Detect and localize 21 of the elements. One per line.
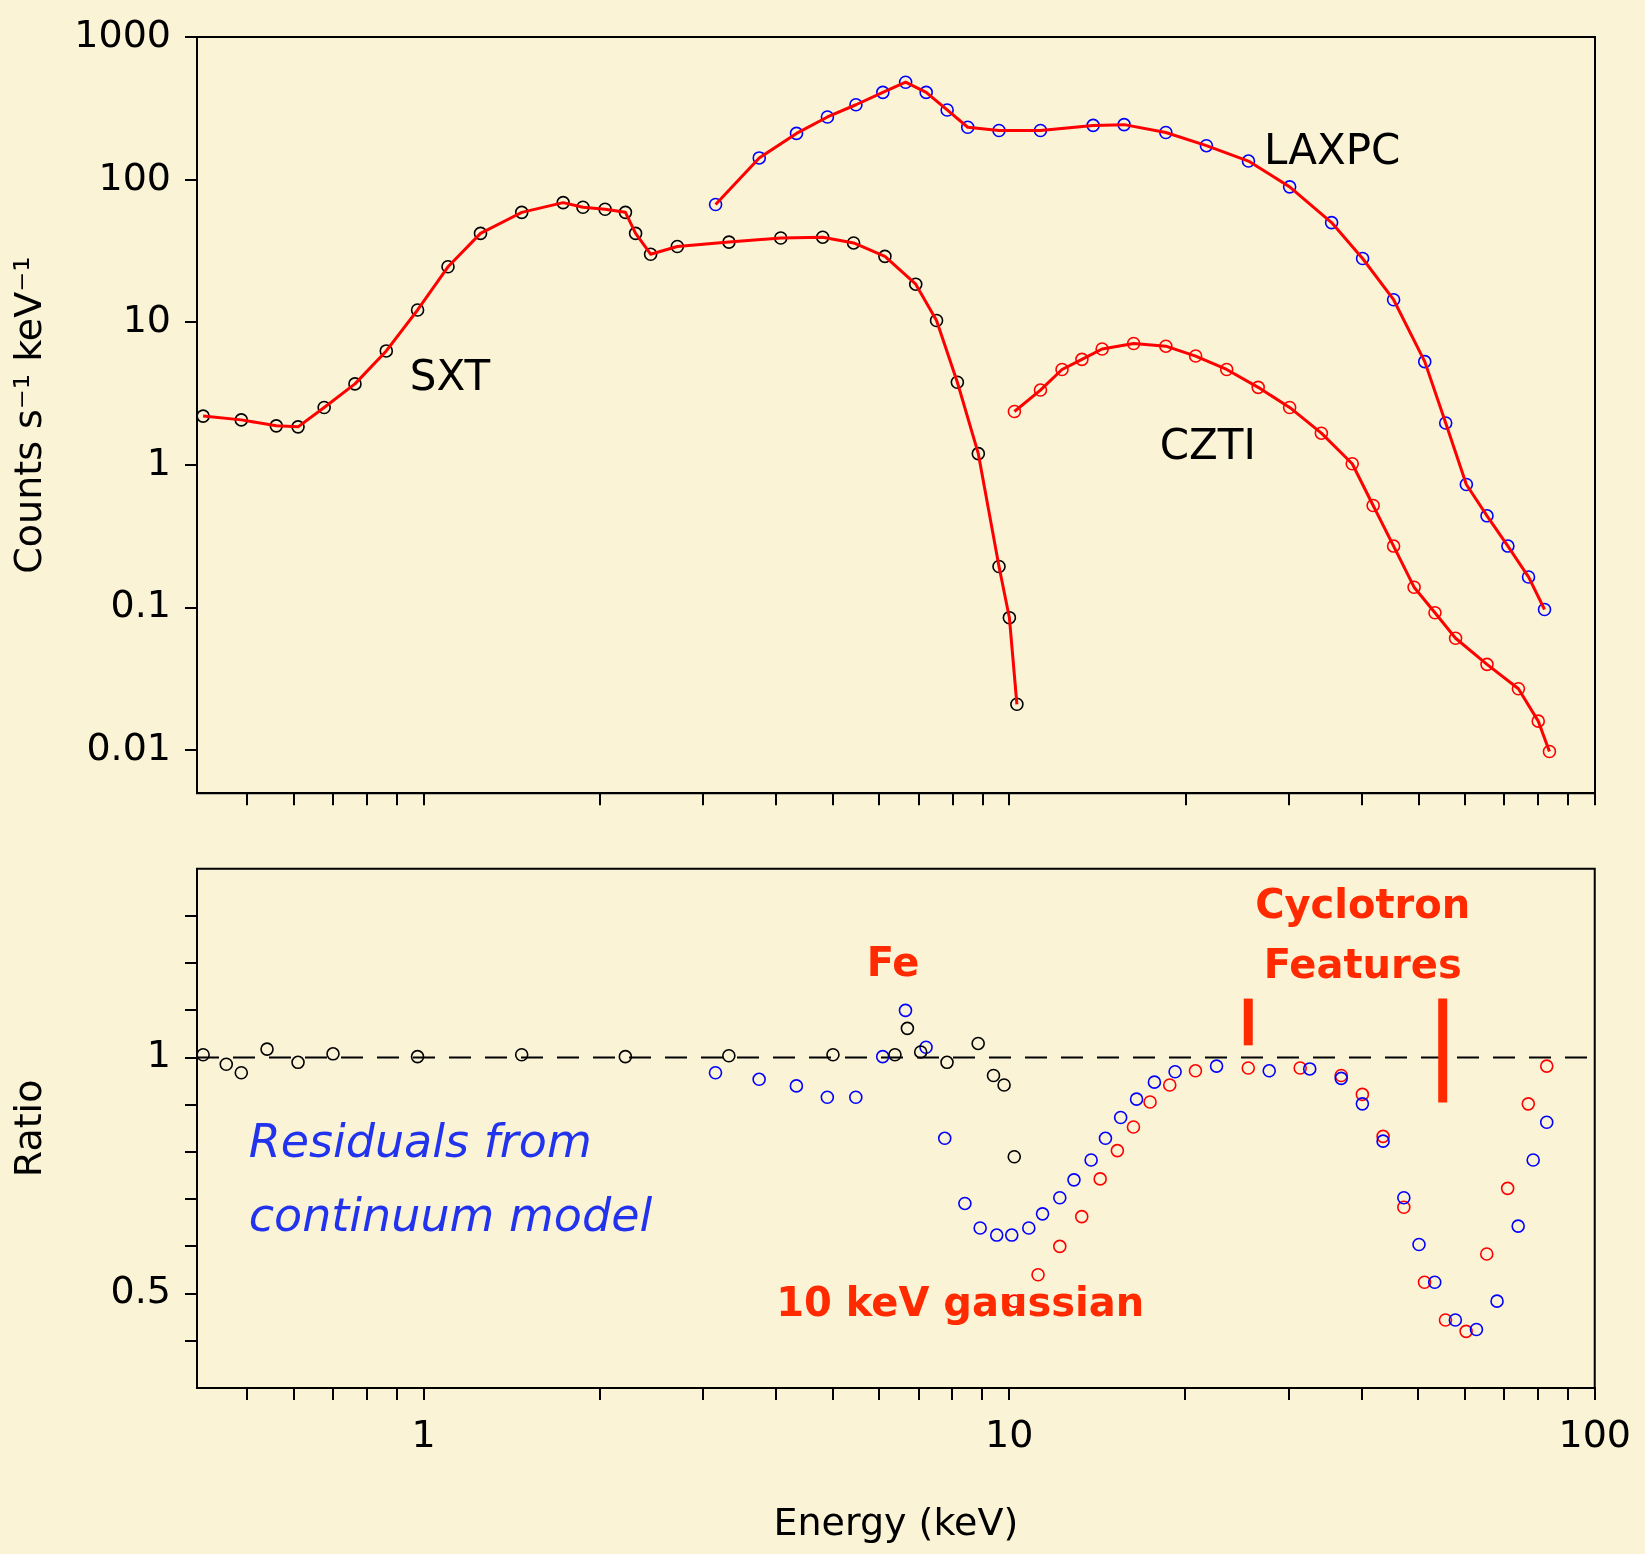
annotation: CZTI [1159, 420, 1256, 470]
x-tick-label: 1 [411, 1411, 436, 1456]
annotation: Fe [866, 938, 920, 985]
x-axis-title: Energy (keV) [773, 1500, 1019, 1545]
annotation: SXT [409, 350, 491, 400]
y-tick-label: 0.1 [110, 582, 171, 627]
y-tick-label: 1 [146, 439, 171, 484]
x-tick-label: 100 [1558, 1411, 1631, 1456]
y-tick-label: 10 [122, 297, 171, 342]
y-tick-label: 0.5 [110, 1268, 171, 1313]
y-tick-label: 1 [146, 1032, 171, 1077]
x-tick-label: 10 [985, 1411, 1034, 1456]
y-axis-title: Ratio [5, 1079, 50, 1178]
y-axis-title: Counts s⁻¹ keV⁻¹ [5, 256, 50, 574]
annotation: Cyclotron Features [1255, 880, 1471, 987]
annotation: Residuals from continuum model [248, 1114, 653, 1243]
y-tick-label: 100 [98, 154, 171, 199]
y-tick-label: 0.01 [86, 725, 171, 770]
annotation: LAXPC [1263, 125, 1401, 175]
annotation: 10 keV gaussian [776, 1278, 1145, 1325]
y-tick-label: 1000 [74, 11, 171, 56]
